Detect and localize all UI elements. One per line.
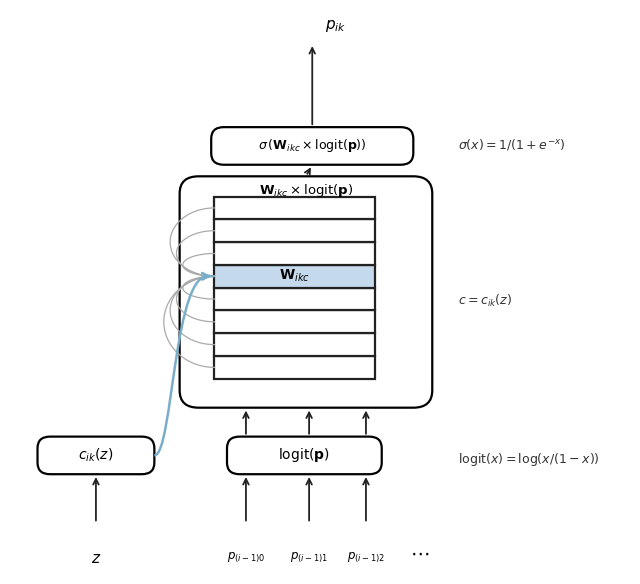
Text: $\mathbf{W}_{ikc} \times \mathrm{logit}(\mathbf{p})$: $\mathbf{W}_{ikc} \times \mathrm{logit}(… [259, 182, 353, 199]
FancyBboxPatch shape [211, 127, 413, 165]
Bar [214, 242, 376, 265]
Text: $p_{(i-1)0}$: $p_{(i-1)0}$ [227, 551, 265, 565]
Text: $\cdots$: $\cdots$ [410, 544, 429, 563]
Text: $p_{(i-1)1}$: $p_{(i-1)1}$ [290, 551, 328, 565]
Text: $\mathrm{logit}(\mathbf{p})$: $\mathrm{logit}(\mathbf{p})$ [278, 446, 330, 464]
Text: $\sigma(x) = 1/(1+e^{-x})$: $\sigma(x) = 1/(1+e^{-x})$ [458, 137, 565, 152]
FancyBboxPatch shape [180, 176, 432, 408]
Bar [214, 265, 376, 288]
Text: $\mathbf{W}_{ikc}$: $\mathbf{W}_{ikc}$ [280, 268, 310, 284]
Text: $p_{(i-1)2}$: $p_{(i-1)2}$ [347, 551, 385, 565]
Text: $\sigma\,(\mathbf{W}_{ikc} \times \mathrm{logit}(\mathbf{p}))$: $\sigma\,(\mathbf{W}_{ikc} \times \mathr… [258, 137, 367, 154]
Text: $z$: $z$ [91, 551, 101, 565]
Text: $p_{ik}$: $p_{ik}$ [325, 18, 346, 34]
Bar [214, 288, 376, 311]
Bar [214, 356, 376, 379]
Text: $c = c_{ik}(z)$: $c = c_{ik}(z)$ [458, 293, 512, 309]
Text: $\mathrm{logit}(x) = \log(x/(1-x))$: $\mathrm{logit}(x) = \log(x/(1-x))$ [458, 451, 599, 468]
FancyBboxPatch shape [227, 437, 381, 474]
Bar [214, 333, 376, 356]
Bar [214, 220, 376, 242]
FancyBboxPatch shape [38, 437, 154, 474]
Bar [214, 197, 376, 220]
Bar [214, 311, 376, 333]
Text: $c_{ik}(z)$: $c_{ik}(z)$ [78, 447, 113, 464]
